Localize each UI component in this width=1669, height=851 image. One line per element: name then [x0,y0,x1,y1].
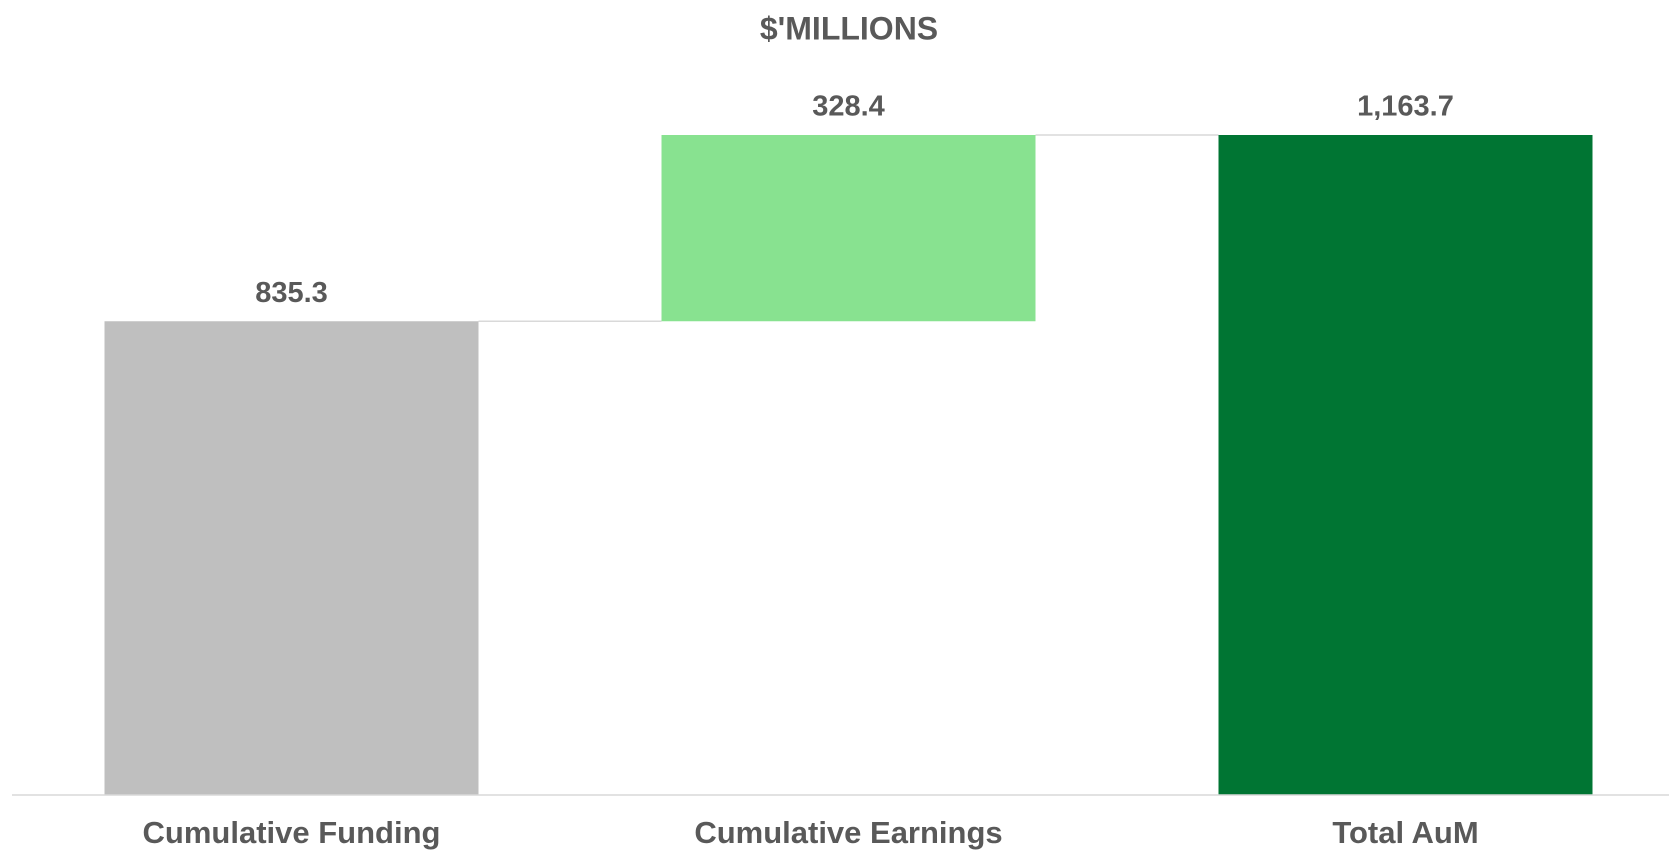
value-label: 328.4 [812,91,885,123]
x-tick-label: Cumulative Funding [143,815,441,850]
bar [661,135,1036,322]
chart-title: $'MILLIONS [760,10,938,46]
x-tick-label: Total AuM [1332,815,1478,850]
bar [1218,135,1593,795]
bar [104,321,479,795]
value-label: 1,163.7 [1357,91,1454,123]
value-label: 835.3 [255,277,328,309]
x-tick-label: Cumulative Earnings [694,815,1002,850]
